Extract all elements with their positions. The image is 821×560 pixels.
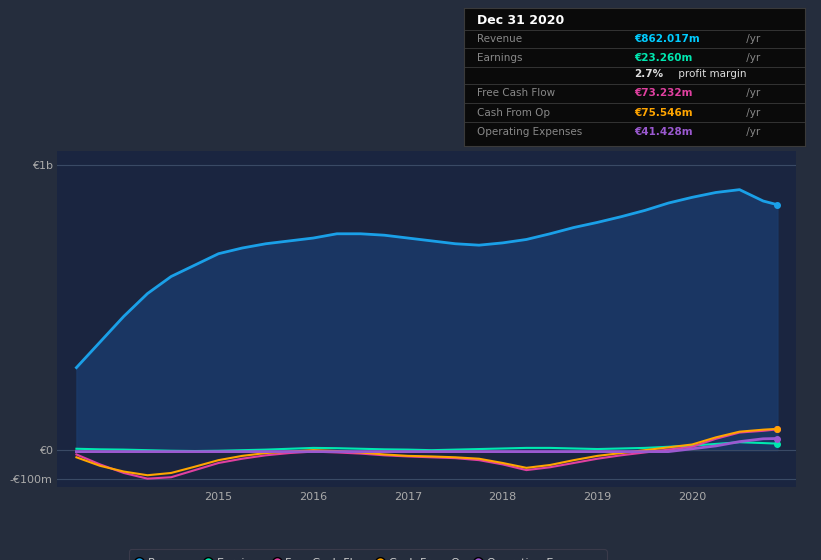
Text: /yr: /yr xyxy=(743,127,760,137)
Text: €41.428m: €41.428m xyxy=(635,127,693,137)
Text: €73.232m: €73.232m xyxy=(635,88,693,99)
Text: Free Cash Flow: Free Cash Flow xyxy=(478,88,556,99)
Text: /yr: /yr xyxy=(743,108,760,118)
Text: Operating Expenses: Operating Expenses xyxy=(478,127,583,137)
Text: Cash From Op: Cash From Op xyxy=(478,108,551,118)
Text: Dec 31 2020: Dec 31 2020 xyxy=(478,14,565,27)
Text: €23.260m: €23.260m xyxy=(635,53,693,63)
Legend: Revenue, Earnings, Free Cash Flow, Cash From Op, Operating Expenses: Revenue, Earnings, Free Cash Flow, Cash … xyxy=(129,549,607,560)
Text: /yr: /yr xyxy=(743,34,760,44)
Text: profit margin: profit margin xyxy=(675,69,746,80)
Text: €75.546m: €75.546m xyxy=(635,108,693,118)
Text: Revenue: Revenue xyxy=(478,34,523,44)
Text: /yr: /yr xyxy=(743,53,760,63)
Text: Earnings: Earnings xyxy=(478,53,523,63)
Text: €862.017m: €862.017m xyxy=(635,34,700,44)
Text: /yr: /yr xyxy=(743,88,760,99)
Text: 2.7%: 2.7% xyxy=(635,69,663,80)
